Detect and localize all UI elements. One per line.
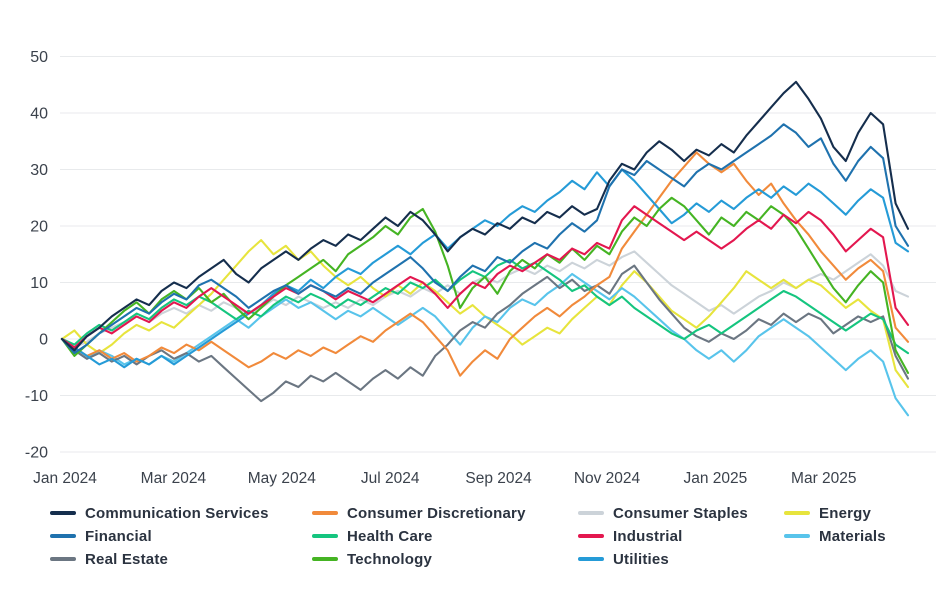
legend-label: Consumer Discretionary <box>347 504 526 522</box>
legend-item-energy[interactable]: Energy <box>784 504 940 522</box>
x-axis-tick-label: Sep 2024 <box>465 470 532 487</box>
series-line-materials <box>60 272 910 417</box>
legend-item-technology[interactable]: Technology <box>312 550 578 568</box>
legend-label: Real Estate <box>85 550 169 568</box>
legend-item-financial[interactable]: Financial <box>50 527 312 545</box>
legend-item-real-estate[interactable]: Real Estate <box>50 550 312 568</box>
technology-swatch-icon <box>312 557 338 561</box>
legend-item-industrial[interactable]: Industrial <box>578 527 784 545</box>
y-axis-tick-label: 40 <box>30 106 48 123</box>
chart-legend: Communication Services Consumer Discretio… <box>50 504 940 568</box>
x-axis-tick-label: Mar 2025 <box>791 470 856 487</box>
x-axis-tick-label: Jul 2024 <box>361 470 420 487</box>
y-axis-tick-label: 50 <box>30 49 48 66</box>
legend-label: Industrial <box>613 527 683 545</box>
consumer-discretionary-swatch-icon <box>312 511 338 515</box>
series-line-industrial <box>60 205 910 349</box>
series-line-consumer-discretionary <box>60 151 910 377</box>
consumer-staples-swatch-icon <box>578 511 604 515</box>
communication-services-swatch-icon <box>50 511 76 515</box>
sector-returns-line-chart: 50 40 30 20 10 0 -10 -20 Jan 2024 Mar 2024 May 202… <box>25 49 936 487</box>
x-axis-tick-label: May 2024 <box>248 470 316 487</box>
y-axis-tick-label: 20 <box>30 219 48 236</box>
legend-label: Communication Services <box>85 504 269 522</box>
real-estate-swatch-icon <box>50 557 76 561</box>
y-axis-tick-label: -10 <box>25 388 48 405</box>
x-axis-tick-label: Jan 2025 <box>684 470 748 487</box>
industrial-swatch-icon <box>578 534 604 538</box>
legend-label: Utilities <box>613 550 669 568</box>
y-axis-tick-label: -20 <box>25 445 48 462</box>
y-axis-tick-label: 30 <box>30 162 48 179</box>
legend-item-communication-services[interactable]: Communication Services <box>50 504 312 522</box>
series-line-utilities <box>60 168 910 369</box>
y-axis-tick-label: 10 <box>30 275 48 292</box>
legend-label: Technology <box>347 550 433 568</box>
legend-label: Consumer Staples <box>613 504 748 522</box>
x-axis-tick-label: Nov 2024 <box>574 470 641 487</box>
series-line-energy <box>60 239 910 389</box>
chart-container: 50 40 30 20 10 0 -10 -20 Jan 2024 Mar 2024 May 202… <box>25 49 936 487</box>
x-axis-tick-label: Jan 2024 <box>33 470 97 487</box>
legend-label: Financial <box>85 527 152 545</box>
series-line-financial <box>60 123 910 355</box>
legend-item-health-care[interactable]: Health Care <box>312 527 578 545</box>
x-axis-tick-label: Mar 2024 <box>141 470 207 487</box>
legend-item-consumer-discretionary[interactable]: Consumer Discretionary <box>312 504 578 522</box>
y-axis-tick-label: 0 <box>39 332 48 349</box>
legend-label: Health Care <box>347 527 433 545</box>
financial-swatch-icon <box>50 534 76 538</box>
series-line-real-estate <box>60 264 910 403</box>
legend-item-utilities[interactable]: Utilities <box>578 550 784 568</box>
materials-swatch-icon <box>784 534 810 538</box>
health-care-swatch-icon <box>312 534 338 538</box>
legend-label: Materials <box>819 527 886 545</box>
legend-item-materials[interactable]: Materials <box>784 527 940 545</box>
utilities-swatch-icon <box>578 557 604 561</box>
legend-label: Energy <box>819 504 872 522</box>
legend-item-consumer-staples[interactable]: Consumer Staples <box>578 504 784 522</box>
series-line-consumer-staples <box>60 250 910 349</box>
energy-swatch-icon <box>784 511 810 515</box>
series-line-communication-services <box>60 80 910 352</box>
